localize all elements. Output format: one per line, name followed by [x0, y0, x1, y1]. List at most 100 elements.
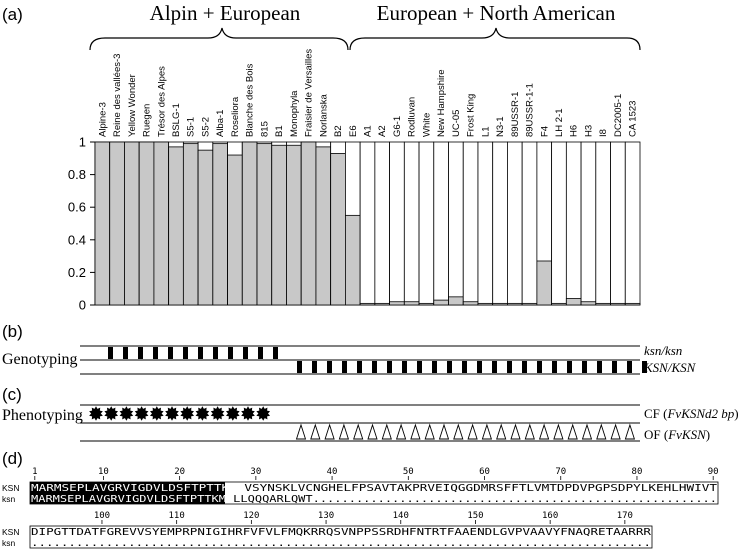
ruler-label: 100 [94, 511, 110, 521]
phenotype-marks [89, 406, 636, 440]
bar-frame [610, 141, 626, 306]
genotype-mark-ksn [213, 347, 218, 359]
x-tick-label: DC2005-1 [613, 94, 624, 137]
y-tick-label: 0.8 [68, 167, 86, 182]
genotype-mark-KSN [612, 361, 617, 373]
alignment-box-2 [29, 525, 653, 549]
seq-label-ksn-upper-2: KSN [2, 527, 19, 537]
ruler-label: 150 [467, 511, 483, 521]
bar [345, 214, 361, 306]
phenotype-mark-of [524, 423, 535, 440]
genotype-mark-KSN [597, 361, 602, 373]
phenotype-mark-cf [149, 406, 164, 421]
phenotype-mark-cf [210, 406, 225, 421]
phenotype-mark-of [510, 423, 521, 440]
bar-frame [359, 141, 376, 306]
bar [227, 154, 243, 306]
x-tick-label: Ruegen [142, 104, 153, 137]
bar [536, 260, 553, 306]
sequence-ruler-2: 100 110 120 130 140 150 160 170 [94, 511, 633, 524]
genotype-mark-KSN [327, 361, 332, 373]
phenotype-mark-of [567, 423, 578, 440]
bar [168, 146, 184, 306]
ruler-label: 1 [32, 467, 37, 477]
sequence-ksn-upper-1: MARMSEPLAVGRVIGDVLDSFTPTTKMI VSYNSKLVCNGH… [31, 483, 717, 494]
ruler-label: 70 [555, 467, 566, 477]
x-tick-label: H6 [569, 125, 580, 137]
bar-frame [477, 141, 494, 306]
x-tick-label: Reine des vallées-3 [112, 54, 123, 137]
genotype-mark-ksn [198, 347, 203, 359]
bars [94, 141, 641, 306]
sequence-ksn-upper-2: DIPGTTDATFGREVVSYEMPRPNIGIHRFVFVLFMQKRRQ… [31, 527, 651, 538]
x-tick-label: B2 [333, 125, 344, 137]
phenotype-label-cf: CF (FvKSNd2 bp) [644, 406, 739, 421]
genotype-mark-ksn [258, 347, 263, 359]
panel-label-b: (b) [2, 322, 23, 341]
phenotype-mark-cf [134, 406, 149, 421]
ruler-label: 40 [327, 467, 338, 477]
x-tick-label: A2 [377, 125, 388, 137]
x-tick-label: 89USSR-1-1 [525, 83, 536, 137]
x-tick-label: 815 [259, 121, 270, 137]
ruler-label: 160 [542, 511, 558, 521]
group-label-european: European + North American [377, 1, 616, 25]
phenotype-mark-of [295, 423, 307, 440]
bar [182, 143, 199, 306]
genotype-mark-KSN [462, 361, 467, 373]
bar-frame [374, 141, 390, 306]
phenotype-mark-cf [165, 406, 179, 421]
phenotype-mark-of [395, 423, 407, 440]
bar [153, 141, 170, 306]
bar [565, 298, 582, 306]
x-tick-label: S5-1 [186, 117, 197, 137]
ruler-label: 50 [403, 467, 414, 477]
bar [521, 302, 538, 306]
bar [403, 301, 420, 306]
bar [418, 302, 435, 306]
bar [477, 302, 494, 306]
brace-alpin [89, 27, 349, 51]
ruler-label: 20 [174, 467, 185, 477]
phenotype-mark-of [381, 423, 392, 440]
x-tick-label: S5-2 [200, 117, 211, 137]
phenotype-mark-of [424, 423, 435, 440]
genotype-mark-KSN [627, 361, 632, 373]
bar [138, 141, 155, 306]
bar [507, 302, 523, 306]
genotype-mark-ksn [228, 347, 233, 359]
panel-label-a: (a) [2, 5, 23, 24]
genotype-mark-KSN [417, 361, 422, 373]
bar [359, 302, 376, 306]
x-tick-label: E6 [348, 125, 359, 137]
phenotype-mark-of [353, 423, 364, 440]
ruler-label: 170 [617, 511, 633, 521]
x-tick-label: Yellow Wonder [127, 74, 138, 137]
x-tick-label: LH 2-1 [554, 108, 565, 137]
bar-frame [580, 141, 597, 306]
bar [300, 141, 317, 306]
bar [610, 302, 626, 306]
x-tick-label: F4 [539, 126, 550, 137]
phenotype-mark-cf [104, 406, 119, 421]
panel-label-d: (d) [2, 449, 23, 468]
bar [580, 301, 597, 306]
phenotype-mark-cf [241, 406, 255, 421]
genotype-mark-ksn [138, 347, 143, 359]
bar-frame [595, 141, 611, 306]
genotype-mark-KSN [537, 361, 542, 373]
phenotype-mark-of [453, 423, 464, 440]
genotype-mark-ksn [108, 347, 113, 359]
ruler-label: 60 [479, 467, 490, 477]
bar-frame [565, 141, 582, 306]
x-tick-label: Norlanska [318, 94, 329, 137]
genotype-mark-ksn [153, 347, 158, 359]
genotype-mark-ksn [183, 347, 188, 359]
phenotype-mark-of [467, 423, 478, 440]
brace-european [349, 27, 641, 51]
x-tick-label: G6-1 [392, 116, 403, 137]
bar-frame [462, 141, 479, 306]
genotype-label-KSN-KSN: KSN/KSN [643, 360, 697, 375]
ruler-label: 120 [243, 511, 259, 521]
x-tick-label: L1 [480, 126, 491, 137]
